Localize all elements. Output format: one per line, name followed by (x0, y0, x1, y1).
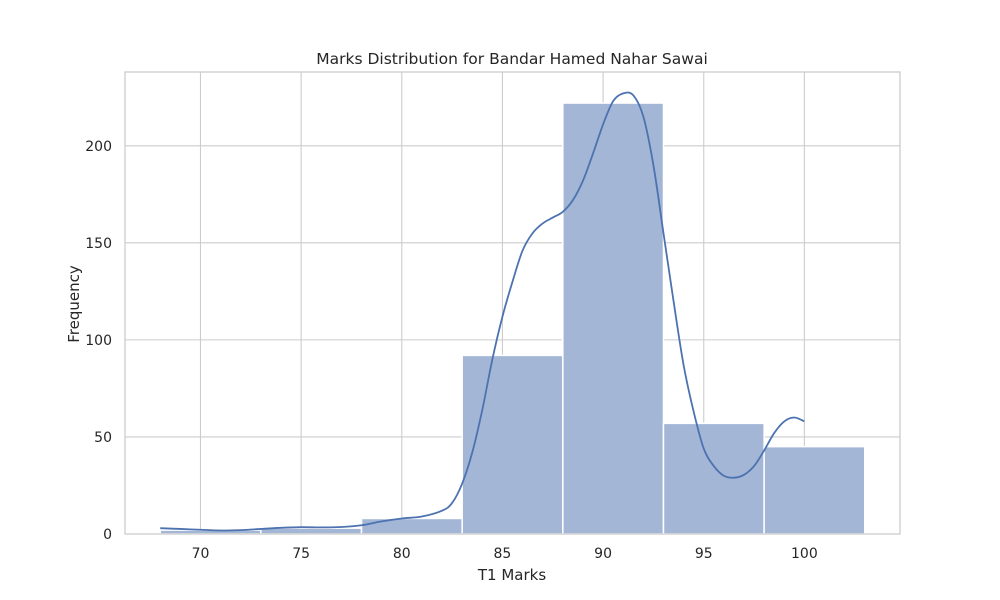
x-tick-label: 90 (594, 546, 612, 562)
x-tick-label: 75 (292, 546, 310, 562)
y-tick-label: 100 (85, 333, 112, 349)
x-axis-label: T1 Marks (477, 566, 546, 584)
x-tick-label: 85 (494, 546, 512, 562)
x-tick-labels: 70 75 80 85 90 95 100 (192, 546, 818, 562)
histogram-bar (562, 102, 665, 535)
x-tick-label: 100 (791, 546, 818, 562)
histogram-bar (662, 422, 765, 535)
histogram-bar (260, 527, 363, 535)
y-axis-label: Frequency (65, 265, 83, 343)
y-tick-label: 0 (103, 527, 112, 543)
x-tick-label: 70 (192, 546, 210, 562)
y-tick-label: 50 (94, 430, 112, 446)
y-tick-label: 150 (85, 236, 112, 252)
plot-frame (124, 71, 901, 535)
histogram-bar (763, 445, 866, 535)
histogram-bar (461, 354, 564, 535)
histogram-bar (360, 517, 463, 535)
chart-title: Marks Distribution for Bandar Hamed Naha… (316, 50, 708, 68)
y-tick-label: 200 (85, 139, 112, 155)
x-tick-label: 95 (695, 546, 713, 562)
histogram-bars (159, 102, 866, 535)
x-tick-label: 80 (393, 546, 411, 562)
y-tick-labels: 0 50 100 150 200 (85, 139, 112, 543)
kde-density-line (160, 91, 805, 532)
